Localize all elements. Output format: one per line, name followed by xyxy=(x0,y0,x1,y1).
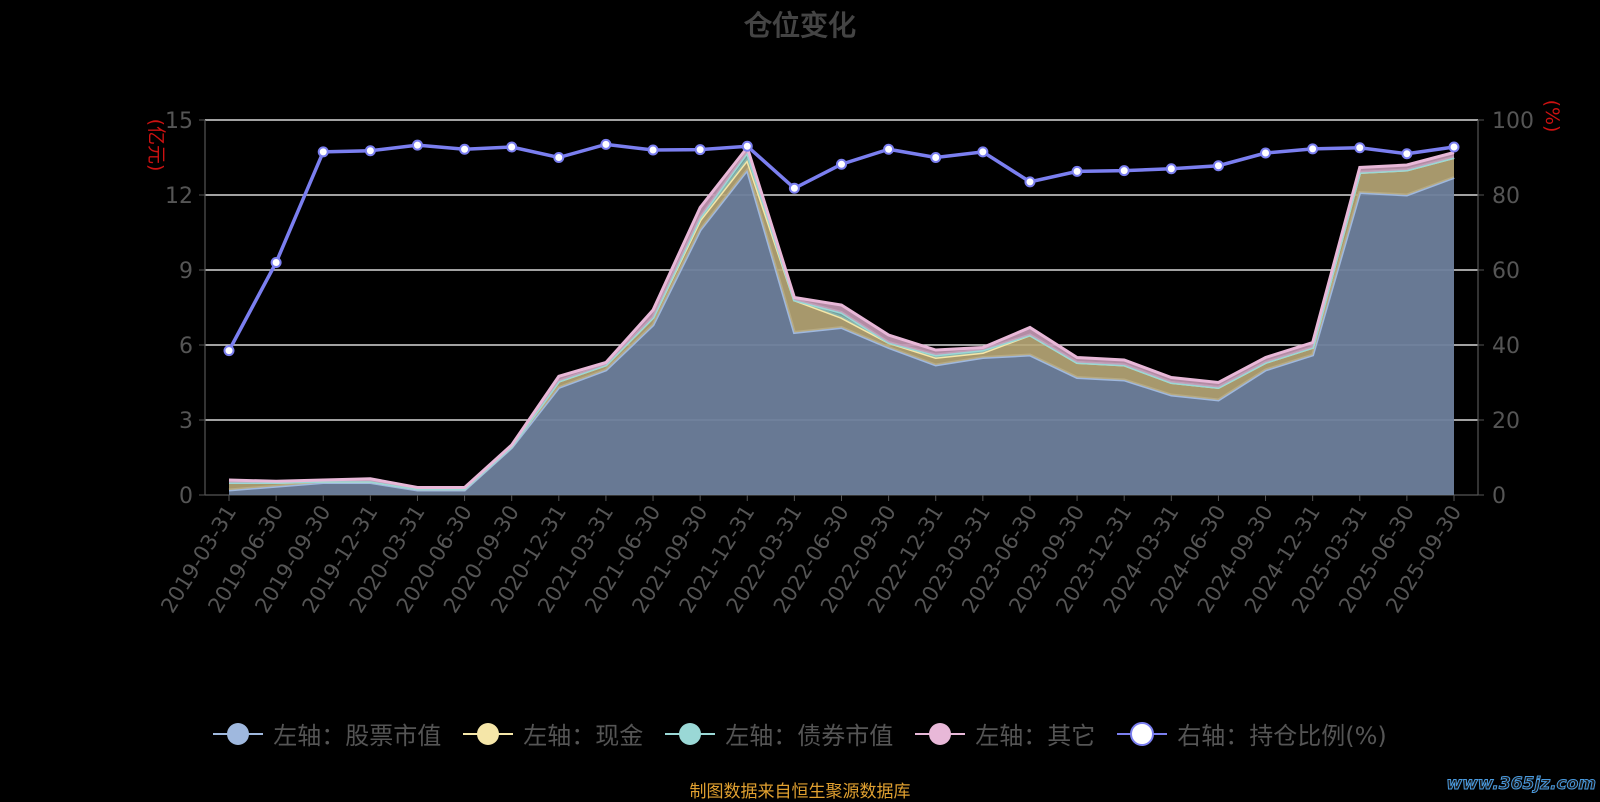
legend-item-cash[interactable]: 左轴：现金 xyxy=(463,716,643,751)
ratio-point xyxy=(1448,141,1460,153)
ratio-point xyxy=(1401,148,1413,160)
right-tick-label: 0 xyxy=(1492,484,1506,509)
right-tick-label: 40 xyxy=(1492,334,1520,359)
ratio-point xyxy=(741,140,753,152)
area-line-4 xyxy=(228,144,1455,489)
ratio-point xyxy=(1260,147,1272,159)
ratio-point xyxy=(553,152,565,163)
ratio-point xyxy=(1165,163,1177,175)
right-tick-label: 80 xyxy=(1492,184,1520,209)
legend-ratio-icon xyxy=(1117,721,1168,746)
left-tick-label: 3 xyxy=(179,409,193,434)
legend-other-icon xyxy=(915,722,966,745)
ratio-point xyxy=(364,145,376,157)
chart-title: 仓位变化 xyxy=(743,9,856,42)
ratio-point xyxy=(459,143,471,155)
ratio-point xyxy=(883,143,895,155)
ratio-point xyxy=(1071,165,1083,177)
ratio-point xyxy=(1307,143,1319,155)
legend-label-bond: 左轴：债券市值 xyxy=(725,722,894,750)
ratio-point xyxy=(506,141,518,153)
ratio-point xyxy=(977,146,989,158)
left-tick-label: 15 xyxy=(165,109,193,134)
ratio-point xyxy=(411,139,423,151)
ratio-point xyxy=(270,257,282,268)
legend-cash-icon xyxy=(463,722,514,745)
ratio-point xyxy=(223,345,235,357)
source-note: 制图数据来自恒生聚源数据库 xyxy=(689,782,911,802)
legend-label-stock: 左轴：股票市值 xyxy=(273,722,442,750)
right-tick-label: 100 xyxy=(1492,109,1534,134)
ratio-point xyxy=(600,138,612,150)
legend-label-other: 左轴：其它 xyxy=(975,722,1096,750)
left-axis-label: (亿元) xyxy=(145,119,167,172)
left-tick-label: 0 xyxy=(179,484,193,509)
ratio-point xyxy=(1118,165,1130,177)
legend-bond-icon xyxy=(665,722,716,745)
ratio-point xyxy=(836,158,847,170)
left-tick-label: 9 xyxy=(179,259,193,284)
watermark: www.365jz.com xyxy=(1446,774,1597,795)
left-tick-label: 6 xyxy=(179,334,193,359)
right-tick-label: 60 xyxy=(1492,259,1520,284)
ratio-point xyxy=(1354,142,1366,154)
area-2 xyxy=(229,157,1454,490)
legend-item-other[interactable]: 左轴：其它 xyxy=(915,716,1095,751)
right-tick-label: 20 xyxy=(1492,409,1520,434)
ratio-point xyxy=(694,144,706,156)
legend: 左轴：股票市值 左轴：现金 左轴：债券市值 左轴：其它 右轴：持仓比例(%) xyxy=(0,716,1600,751)
left-tick-label: 12 xyxy=(165,184,193,209)
area-1 xyxy=(229,170,1454,495)
right-axis-label: (%) xyxy=(1541,100,1563,133)
ratio-point xyxy=(317,146,329,158)
legend-item-bond[interactable]: 左轴：债券市值 xyxy=(665,716,893,751)
ratio-point xyxy=(1212,160,1224,172)
ratio-point xyxy=(788,182,800,194)
legend-item-stock[interactable]: 左轴：股票市值 xyxy=(213,716,441,751)
legend-label-cash: 左轴：现金 xyxy=(523,722,644,750)
ratio-point xyxy=(647,144,659,156)
legend-stock-icon xyxy=(213,722,264,745)
ratio-point xyxy=(930,152,942,163)
legend-label-ratio: 右轴：持仓比例(%) xyxy=(1177,722,1387,750)
ratio-point xyxy=(1024,176,1036,188)
legend-item-ratio[interactable]: 右轴：持仓比例(%) xyxy=(1117,716,1387,751)
